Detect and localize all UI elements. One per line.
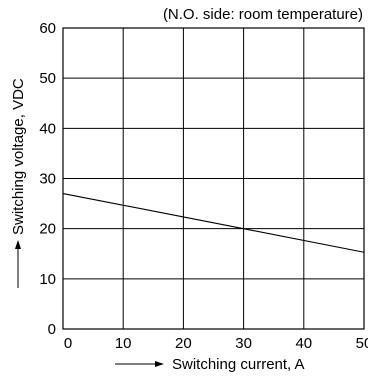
y-tick-label: 60 [39, 20, 56, 37]
y-axis-title: Switching voltage, VDC [10, 78, 27, 235]
y-tick-label: 10 [39, 271, 56, 288]
plot-frame [62, 27, 365, 330]
x-tick-label: 40 [295, 335, 312, 352]
series-layer [62, 193, 365, 253]
x-tick-label: 10 [115, 335, 132, 352]
x-tick-label: 30 [235, 335, 252, 352]
x-axis-arrow [115, 361, 164, 367]
x-tick-label: 50 [356, 335, 368, 352]
y-tick-label: 0 [48, 321, 56, 338]
x-tick-labels: 0 10 20 30 40 50 [64, 335, 368, 352]
y-tick-label: 20 [39, 221, 56, 238]
y-tick-labels: 0 10 20 30 40 50 60 [39, 20, 56, 338]
grid [62, 27, 365, 330]
x-axis-title: Switching current, A [172, 356, 305, 373]
y-tick-label: 30 [39, 171, 56, 188]
y-tick-label: 40 [39, 120, 56, 137]
x-tick-label: 0 [64, 335, 72, 352]
y-axis-arrow [15, 240, 21, 288]
series-line [62, 193, 365, 253]
y-tick-label: 50 [39, 70, 56, 87]
chart-note: (N.O. side: room temperature) [163, 6, 363, 23]
x-tick-label: 20 [175, 335, 192, 352]
